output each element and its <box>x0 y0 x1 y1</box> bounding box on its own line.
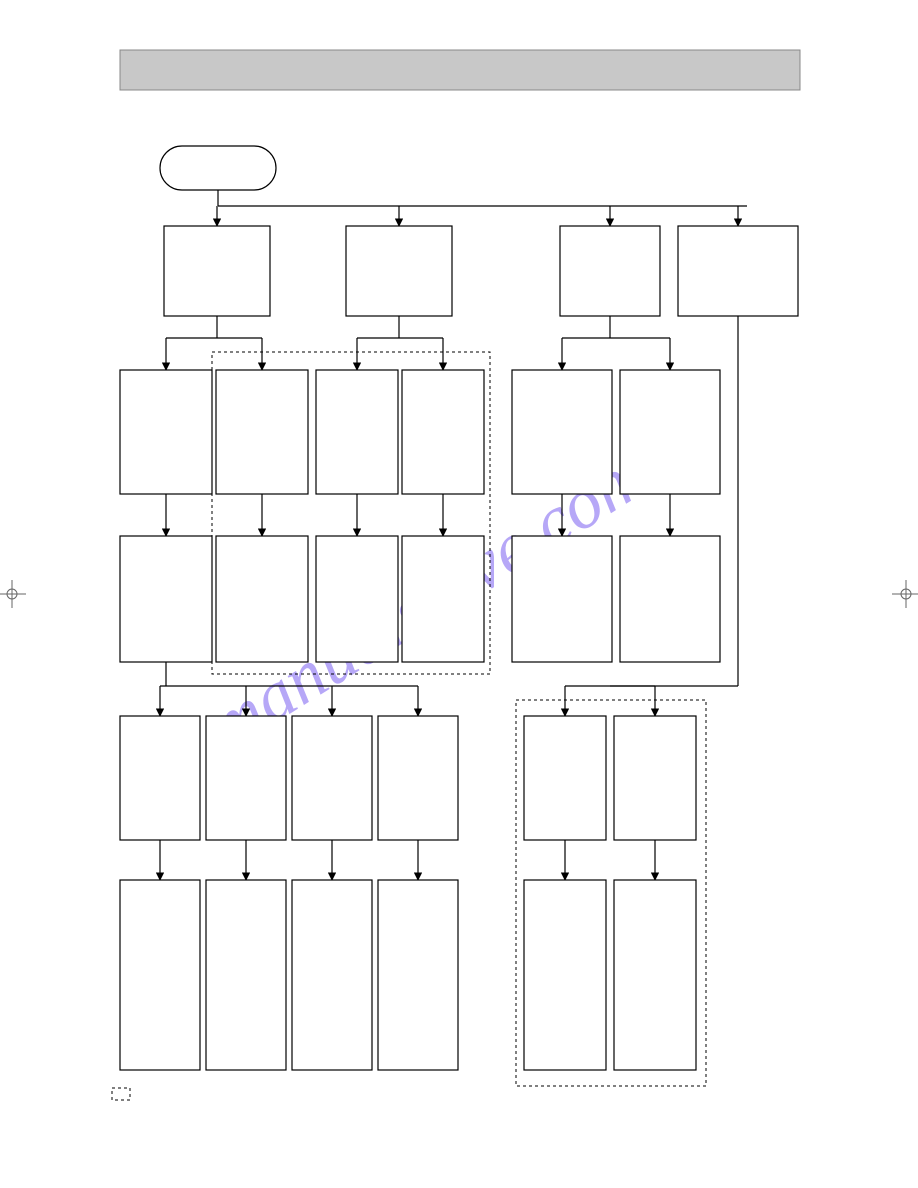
header-bar <box>120 50 800 90</box>
node-b4 <box>402 370 484 494</box>
node-b6 <box>620 370 720 494</box>
node-d2 <box>206 716 286 840</box>
node-e5 <box>524 880 606 1070</box>
node-c6 <box>620 536 720 662</box>
diagram-canvas: manualshive.com <box>0 0 918 1188</box>
node-a3 <box>560 226 660 316</box>
node-b5 <box>512 370 612 494</box>
node-e2 <box>206 880 286 1070</box>
node-b2 <box>216 370 308 494</box>
node-c4 <box>402 536 484 662</box>
node-c2 <box>216 536 308 662</box>
node-c3 <box>316 536 398 662</box>
node-b1 <box>120 370 212 494</box>
node-e1 <box>120 880 200 1070</box>
start-node <box>160 146 276 190</box>
node-e6 <box>614 880 696 1070</box>
node-d6 <box>614 716 696 840</box>
node-a4 <box>678 226 798 316</box>
node-a2 <box>346 226 452 316</box>
node-a1 <box>164 226 270 316</box>
legend-dashed-icon <box>112 1088 130 1100</box>
node-c5 <box>512 536 612 662</box>
node-d1 <box>120 716 200 840</box>
node-d5 <box>524 716 606 840</box>
node-d3 <box>292 716 372 840</box>
node-c1 <box>120 536 212 662</box>
node-e4 <box>378 880 458 1070</box>
node-d4 <box>378 716 458 840</box>
node-b3 <box>316 370 398 494</box>
node-e3 <box>292 880 372 1070</box>
